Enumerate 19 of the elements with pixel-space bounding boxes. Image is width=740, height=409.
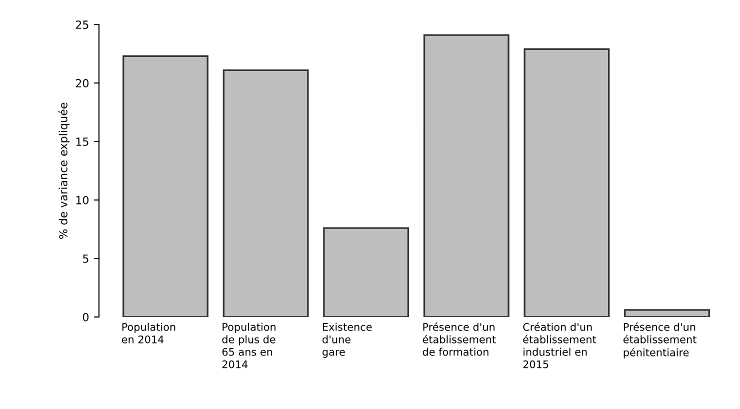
x-tick-label: Création d'un établissement industriel en 2015 <box>523 322 596 368</box>
bar <box>122 55 208 317</box>
bar <box>624 309 710 317</box>
x-tick-label: Existence d'une gare <box>322 322 372 358</box>
y-tick-label: 15 <box>76 138 88 146</box>
bar <box>524 48 610 317</box>
y-tick-label: 10 <box>76 196 89 204</box>
bar <box>423 34 510 317</box>
bar <box>323 227 410 317</box>
y-tick-label: 25 <box>76 20 88 29</box>
bar <box>222 69 309 317</box>
y-axis-title: % de variance expliquée <box>58 102 70 239</box>
y-tick-label: 20 <box>76 79 89 88</box>
x-tick-label: Population en 2014 <box>122 322 176 344</box>
x-tick-label: Présence d'un établissement de formation <box>422 322 496 356</box>
x-tick-label: Population de plus de 65 ans en 2014 <box>222 322 276 368</box>
x-tick-label: Présence d'un établissement pénitentiaire <box>623 322 696 358</box>
y-tick-label: 5 <box>83 254 88 263</box>
y-tick-label: 0 <box>82 312 89 322</box>
